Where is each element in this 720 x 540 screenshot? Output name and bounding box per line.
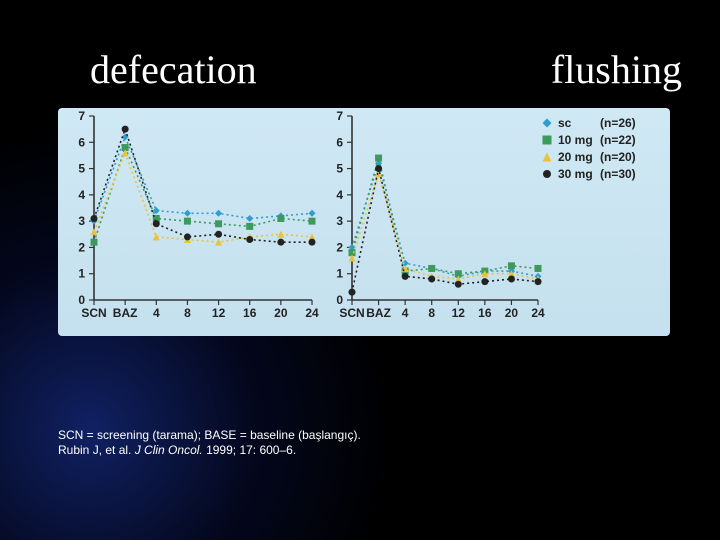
svg-text:SCN: SCN [81,306,106,320]
svg-text:20: 20 [274,306,288,320]
chart-title-left: defecation [90,46,257,93]
footnote-line2a: Rubin J, et al. [58,443,135,457]
legend-n: (n=22) [600,133,636,147]
legend-n: (n=30) [600,167,636,181]
footnote-line2b: 1999; 17: 600–6. [203,443,296,457]
svg-text:24: 24 [531,306,545,320]
legend-item: 30 mg(n=30) [540,165,660,182]
legend: sc(n=26)10 mg(n=22)20 mg(n=20)30 mg(n=30… [540,114,660,182]
svg-text:4: 4 [78,188,85,202]
svg-text:8: 8 [428,306,435,320]
svg-text:2: 2 [78,240,85,254]
legend-item: 20 mg(n=20) [540,148,660,165]
svg-text:6: 6 [78,135,85,149]
svg-text:12: 12 [452,306,466,320]
svg-text:7: 7 [78,109,85,123]
svg-text:20: 20 [505,306,519,320]
svg-text:1: 1 [336,267,343,281]
chart-title-right: flushing [551,46,682,93]
legend-item: 10 mg(n=22) [540,131,660,148]
svg-text:4: 4 [402,306,409,320]
svg-text:5: 5 [78,162,85,176]
legend-label: sc [558,116,600,130]
svg-text:3: 3 [78,214,85,228]
svg-text:8: 8 [184,306,191,320]
svg-text:12: 12 [212,306,226,320]
footnote: SCN = screening (tarama); BASE = baselin… [58,428,361,458]
footnote-line1: SCN = screening (tarama); BASE = baselin… [58,428,361,442]
svg-text:BAZ: BAZ [113,306,138,320]
legend-label: 10 mg [558,133,600,147]
legend-n: (n=20) [600,150,636,164]
svg-text:SCN: SCN [339,306,364,320]
svg-text:4: 4 [153,306,160,320]
legend-label: 20 mg [558,150,600,164]
legend-item: sc(n=26) [540,114,660,131]
defecation-chart: 01234567SCNBAZ4812162024 [78,109,319,320]
svg-text:16: 16 [243,306,257,320]
svg-text:7: 7 [336,109,343,123]
svg-text:6: 6 [336,135,343,149]
svg-text:2: 2 [336,240,343,254]
svg-text:0: 0 [336,293,343,307]
legend-label: 30 mg [558,167,600,181]
footnote-line2-ital: J Clin Oncol. [135,443,203,457]
svg-text:24: 24 [305,306,319,320]
svg-text:BAZ: BAZ [366,306,391,320]
flushing-chart: 01234567SCNBAZ4812162024 [336,109,545,320]
legend-n: (n=26) [600,116,636,130]
svg-text:1: 1 [78,267,85,281]
svg-text:0: 0 [78,293,85,307]
svg-text:4: 4 [336,188,343,202]
svg-text:5: 5 [336,162,343,176]
svg-text:16: 16 [478,306,492,320]
chart-panel: 01234567SCNBAZ481216202401234567SCNBAZ48… [58,108,670,336]
svg-text:3: 3 [336,214,343,228]
